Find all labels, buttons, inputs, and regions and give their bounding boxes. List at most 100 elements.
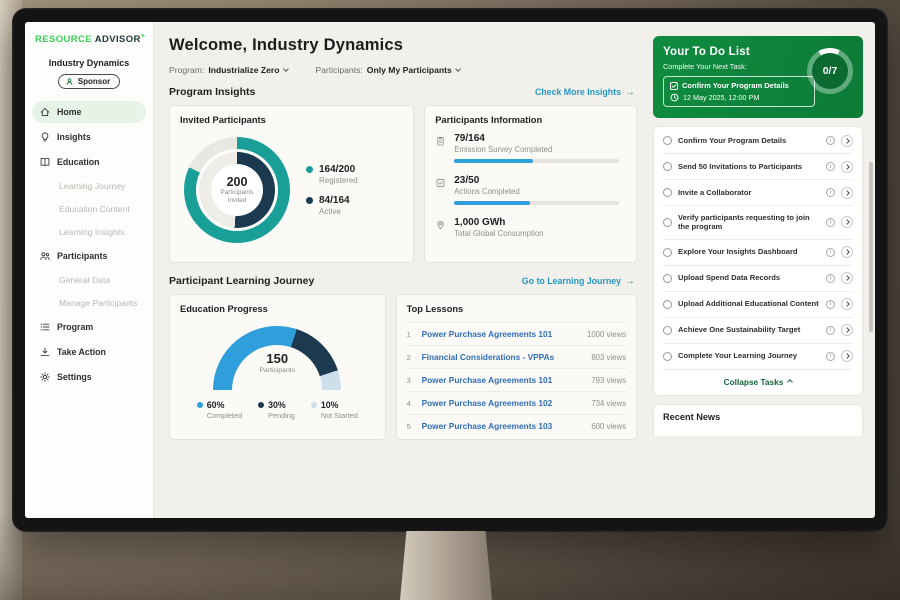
chevron-right-icon[interactable] [841, 350, 853, 363]
task-row-verify-participants-requesting-to-join-the-program[interactable]: Verify participants requesting to join t… [663, 206, 853, 240]
chevron-right-icon[interactable] [841, 186, 853, 199]
scrollbar[interactable] [869, 162, 873, 332]
task-checkbox[interactable] [663, 188, 672, 197]
info-icon[interactable]: i [826, 188, 835, 197]
task-row-achieve-one-sustainability-target[interactable]: Achieve One Sustainability Target i [663, 318, 853, 344]
sidebar-item-settings[interactable]: Settings [32, 366, 146, 388]
task-checkbox[interactable] [663, 273, 672, 283]
participants-filter-value: Only My Participants [366, 65, 452, 75]
settings-icon [39, 371, 51, 383]
info-icon[interactable]: i [826, 351, 835, 361]
info-icon[interactable]: i [826, 273, 835, 283]
task-row-upload-additional-educational-content[interactable]: Upload Additional Educational Content i [663, 292, 853, 318]
task-checkbox[interactable] [663, 162, 672, 171]
sidebar-item-take-action[interactable]: Take Action [32, 341, 146, 363]
task-checkbox[interactable] [663, 351, 672, 361]
sidebar-item-label: Home [57, 106, 82, 117]
legend-dot [306, 166, 313, 173]
sidebar-item-education-content[interactable]: Education Content [32, 199, 146, 219]
chevron-right-icon[interactable] [841, 272, 853, 285]
legend-label: Completed [206, 411, 243, 420]
chevron-right-icon[interactable] [841, 216, 853, 229]
chevron-right-icon[interactable] [841, 324, 853, 337]
info-label: Total Global Consumption [454, 229, 544, 238]
task-checkbox[interactable] [663, 325, 672, 335]
arrow-right-icon: → [625, 86, 635, 98]
lesson-link[interactable]: Power Purchase Agreements 103 [421, 421, 553, 431]
sidebar-item-insights[interactable]: Insights [32, 126, 146, 148]
gauge-legend: 60% Completed 30% Pending 10% Not Started [196, 400, 358, 420]
task-checkbox[interactable] [663, 136, 672, 145]
todo-subtitle: Complete Your Next Task: [663, 62, 747, 71]
dashboard-screen: RESOURCE ADVISOR+ Industry Dynamics Spon… [25, 22, 875, 518]
sidebar-item-program[interactable]: Program [32, 316, 146, 338]
legend-label: Registered [319, 176, 358, 185]
task-row-confirm-your-program-details[interactable]: Confirm Your Program Details i [663, 128, 853, 154]
chevron-right-icon[interactable] [841, 298, 853, 311]
sidebar-item-education[interactable]: Education [32, 151, 146, 173]
lesson-rows: 1 Power Purchase Agreements 101 1000 views… [406, 322, 626, 437]
info-value: 1,000 GWh [454, 217, 506, 228]
info-icon[interactable]: i [826, 299, 835, 309]
lesson-views: 734 views [591, 398, 626, 408]
next-task-box[interactable]: Confirm Your Program Details 12 May 2025… [663, 76, 815, 107]
clock-icon [670, 93, 679, 102]
sponsor-person-icon [65, 77, 74, 86]
sidebar-item-label: Participants [57, 250, 108, 261]
chevron-right-icon[interactable] [841, 160, 853, 173]
task-checkbox[interactable] [663, 217, 672, 227]
education-progress-gauge: 150 Participants [213, 326, 342, 390]
check-more-insights-link[interactable]: Check More Insights → [535, 87, 635, 98]
organization-name: Industry Dynamics [48, 58, 130, 69]
info-icon[interactable]: i [826, 247, 835, 257]
filters-bar: Program: Industrialize Zero Participants… [169, 65, 637, 75]
info-icon[interactable]: i [826, 325, 835, 335]
chevron-right-icon[interactable] [841, 246, 853, 259]
task-row-complete-your-learning-journey[interactable]: Complete Your Learning Journey i [663, 344, 853, 370]
participants-filter[interactable]: Participants: Only My Participants [316, 65, 461, 75]
task-checkbox[interactable] [663, 247, 672, 257]
sidebar-item-general-data[interactable]: General Data [32, 270, 146, 290]
legend-dot [196, 402, 203, 408]
legend-label: Not Started [320, 411, 358, 420]
info-icon[interactable]: i [826, 217, 835, 227]
monitor-stand [400, 531, 492, 600]
task-row-send-50-invitations-to-participants[interactable]: Send 50 Invitations to Participants i [663, 154, 853, 180]
sidebar-item-label: Insights [57, 131, 91, 142]
sidebar-item-learning-journey[interactable]: Learning Journey [32, 176, 146, 196]
go-to-learning-journey-link[interactable]: Go to Learning Journey → [522, 276, 635, 287]
info-icon[interactable]: i [826, 162, 835, 171]
collapse-tasks-link[interactable]: Collapse Tasks [663, 370, 853, 392]
sidebar-item-learning-insights[interactable]: Learning Insights [32, 222, 146, 242]
task-label: Invite a Collaborator [678, 187, 752, 197]
donut-center-label: Participants Invited [220, 188, 254, 204]
sidebar-item-home[interactable]: Home [32, 100, 146, 123]
sponsor-badge[interactable]: Sponsor [57, 74, 121, 90]
lesson-link[interactable]: Power Purchase Agreements 101 [421, 329, 553, 339]
take-action-icon [39, 346, 51, 358]
progress-bar [454, 201, 620, 205]
section-title-program-insights: Program Insights [169, 86, 256, 98]
task-label: Send 50 Invitations to Participants [678, 161, 803, 171]
task-row-upload-spend-data-records[interactable]: Upload Spend Data Records i [663, 266, 853, 292]
lesson-link[interactable]: Power Purchase Agreements 102 [421, 398, 553, 408]
program-filter[interactable]: Program: Industrialize Zero [169, 65, 289, 75]
donut-legend: 164/200 Registered 84/164 Active [306, 154, 358, 226]
task-checkbox[interactable] [663, 299, 672, 309]
info-icon[interactable]: i [826, 136, 835, 145]
sidebar-item-label: Learning Insights [59, 226, 125, 237]
participants-icon [39, 250, 51, 262]
sidebar-item-manage-participants[interactable]: Manage Participants [32, 293, 146, 313]
chevron-right-icon[interactable] [841, 134, 853, 147]
lesson-link[interactable]: Financial Considerations - VPPAs [421, 352, 555, 362]
card-title-invited-participants: Invited Participants [180, 115, 266, 125]
task-row-explore-your-insights-dashboard[interactable]: Explore Your Insights Dashboard i [663, 240, 853, 266]
sidebar-item-participants[interactable]: Participants [32, 245, 146, 267]
lesson-link[interactable]: Power Purchase Agreements 101 [421, 375, 553, 385]
app-logo: RESOURCE ADVISOR+ [32, 33, 146, 45]
program-filter-label: Program: [169, 65, 205, 75]
task-label: Verify participants requesting to join t… [678, 212, 810, 232]
task-label: Upload Additional Educational Content [678, 299, 819, 309]
task-row-invite-a-collaborator[interactable]: Invite a Collaborator i [663, 180, 853, 206]
donut-center: 200 Participants Invited [211, 164, 263, 216]
